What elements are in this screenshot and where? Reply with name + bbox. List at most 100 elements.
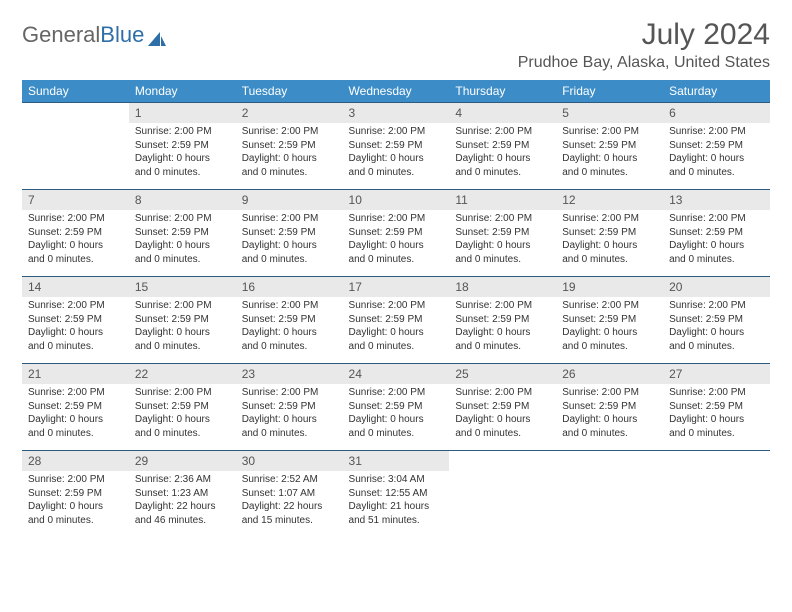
daylight-text-1: Daylight: 0 hours xyxy=(349,239,444,253)
day-cell xyxy=(449,471,556,537)
day-cell: Sunrise: 2:00 PMSunset: 2:59 PMDaylight:… xyxy=(22,297,129,364)
daylight-text-2: and 0 minutes. xyxy=(242,166,337,180)
day-cell: Sunrise: 2:00 PMSunset: 2:59 PMDaylight:… xyxy=(556,123,663,190)
sail-icon xyxy=(146,27,168,43)
sunset-text: Sunset: 2:59 PM xyxy=(242,226,337,240)
daylight-text-2: and 0 minutes. xyxy=(455,427,550,441)
day-cell: Sunrise: 2:00 PMSunset: 2:59 PMDaylight:… xyxy=(236,210,343,277)
daylight-text-1: Daylight: 0 hours xyxy=(562,152,657,166)
daylight-text-1: Daylight: 0 hours xyxy=(242,152,337,166)
daylight-text-2: and 0 minutes. xyxy=(28,514,123,528)
sunrise-text: Sunrise: 2:00 PM xyxy=(349,212,444,226)
sunset-text: Sunset: 1:07 AM xyxy=(242,487,337,501)
sunset-text: Sunset: 2:59 PM xyxy=(349,313,444,327)
daylight-text-2: and 51 minutes. xyxy=(349,514,444,528)
daylight-text-2: and 0 minutes. xyxy=(562,427,657,441)
day-header: Wednesday xyxy=(343,80,450,103)
day-number: 26 xyxy=(556,364,663,385)
sunset-text: Sunset: 2:59 PM xyxy=(562,139,657,153)
title-block: July 2024 Prudhoe Bay, Alaska, United St… xyxy=(518,18,770,72)
day-number: 7 xyxy=(22,190,129,211)
day-number: 2 xyxy=(236,103,343,124)
day-header: Friday xyxy=(556,80,663,103)
day-number: 6 xyxy=(663,103,770,124)
sunset-text: Sunset: 2:59 PM xyxy=(455,139,550,153)
day-cell: Sunrise: 2:00 PMSunset: 2:59 PMDaylight:… xyxy=(343,384,450,451)
sunset-text: Sunset: 2:59 PM xyxy=(349,400,444,414)
day-number: 3 xyxy=(343,103,450,124)
sunset-text: Sunset: 2:59 PM xyxy=(28,400,123,414)
day-number: 13 xyxy=(663,190,770,211)
day-number: 25 xyxy=(449,364,556,385)
day-cell: Sunrise: 2:00 PMSunset: 2:59 PMDaylight:… xyxy=(236,297,343,364)
daylight-text-1: Daylight: 0 hours xyxy=(349,152,444,166)
sunrise-text: Sunrise: 2:00 PM xyxy=(135,212,230,226)
day-cell xyxy=(663,471,770,537)
sunset-text: Sunset: 2:59 PM xyxy=(562,400,657,414)
sunrise-text: Sunrise: 2:00 PM xyxy=(669,125,764,139)
day-number: 9 xyxy=(236,190,343,211)
location-label: Prudhoe Bay, Alaska, United States xyxy=(518,54,770,72)
calendar-table: SundayMondayTuesdayWednesdayThursdayFrid… xyxy=(22,80,770,537)
daylight-text-1: Daylight: 0 hours xyxy=(242,413,337,427)
day-number: 31 xyxy=(343,451,450,472)
day-number: 16 xyxy=(236,277,343,298)
day-cell: Sunrise: 2:00 PMSunset: 2:59 PMDaylight:… xyxy=(449,123,556,190)
daylight-text-2: and 0 minutes. xyxy=(242,427,337,441)
logo: GeneralBlue xyxy=(22,18,168,48)
daylight-text-2: and 0 minutes. xyxy=(135,253,230,267)
daylight-text-1: Daylight: 0 hours xyxy=(562,326,657,340)
sunset-text: Sunset: 2:59 PM xyxy=(135,313,230,327)
day-number: 15 xyxy=(129,277,236,298)
sunrise-text: Sunrise: 2:00 PM xyxy=(28,212,123,226)
day-number: 27 xyxy=(663,364,770,385)
daylight-text-2: and 0 minutes. xyxy=(455,340,550,354)
day-number: 22 xyxy=(129,364,236,385)
day-cell: Sunrise: 2:00 PMSunset: 2:59 PMDaylight:… xyxy=(556,210,663,277)
daylight-text-2: and 0 minutes. xyxy=(242,340,337,354)
daylight-text-1: Daylight: 22 hours xyxy=(242,500,337,514)
sunset-text: Sunset: 2:59 PM xyxy=(135,226,230,240)
day-number: 11 xyxy=(449,190,556,211)
day-header: Saturday xyxy=(663,80,770,103)
day-number: 4 xyxy=(449,103,556,124)
daylight-text-2: and 0 minutes. xyxy=(135,427,230,441)
sunrise-text: Sunrise: 2:00 PM xyxy=(242,299,337,313)
data-row: Sunrise: 2:00 PMSunset: 2:59 PMDaylight:… xyxy=(22,471,770,537)
day-number xyxy=(22,103,129,124)
daylight-text-1: Daylight: 22 hours xyxy=(135,500,230,514)
daynum-row: 21222324252627 xyxy=(22,364,770,385)
sunset-text: Sunset: 2:59 PM xyxy=(455,226,550,240)
day-cell: Sunrise: 2:00 PMSunset: 2:59 PMDaylight:… xyxy=(236,123,343,190)
sunrise-text: Sunrise: 2:00 PM xyxy=(669,212,764,226)
day-header: Monday xyxy=(129,80,236,103)
sunset-text: Sunset: 2:59 PM xyxy=(28,487,123,501)
sunrise-text: Sunrise: 2:52 AM xyxy=(242,473,337,487)
sunrise-text: Sunrise: 2:00 PM xyxy=(562,386,657,400)
sunrise-text: Sunrise: 2:00 PM xyxy=(242,212,337,226)
sunset-text: Sunset: 2:59 PM xyxy=(135,139,230,153)
day-cell: Sunrise: 2:36 AMSunset: 1:23 AMDaylight:… xyxy=(129,471,236,537)
daylight-text-1: Daylight: 0 hours xyxy=(135,326,230,340)
sunrise-text: Sunrise: 3:04 AM xyxy=(349,473,444,487)
daylight-text-1: Daylight: 0 hours xyxy=(28,326,123,340)
daylight-text-2: and 0 minutes. xyxy=(669,427,764,441)
daylight-text-1: Daylight: 0 hours xyxy=(455,239,550,253)
day-cell: Sunrise: 2:00 PMSunset: 2:59 PMDaylight:… xyxy=(556,384,663,451)
daylight-text-2: and 0 minutes. xyxy=(669,340,764,354)
sunset-text: Sunset: 2:59 PM xyxy=(455,400,550,414)
day-cell: Sunrise: 2:00 PMSunset: 2:59 PMDaylight:… xyxy=(556,297,663,364)
data-row: Sunrise: 2:00 PMSunset: 2:59 PMDaylight:… xyxy=(22,297,770,364)
data-row: Sunrise: 2:00 PMSunset: 2:59 PMDaylight:… xyxy=(22,384,770,451)
day-cell: Sunrise: 2:00 PMSunset: 2:59 PMDaylight:… xyxy=(236,384,343,451)
sunset-text: Sunset: 2:59 PM xyxy=(562,226,657,240)
day-cell: Sunrise: 3:04 AMSunset: 12:55 AMDaylight… xyxy=(343,471,450,537)
daynum-row: 28293031 xyxy=(22,451,770,472)
daylight-text-1: Daylight: 0 hours xyxy=(135,413,230,427)
day-cell: Sunrise: 2:52 AMSunset: 1:07 AMDaylight:… xyxy=(236,471,343,537)
sunrise-text: Sunrise: 2:00 PM xyxy=(242,125,337,139)
sunrise-text: Sunrise: 2:00 PM xyxy=(349,125,444,139)
daylight-text-2: and 0 minutes. xyxy=(562,340,657,354)
logo-text-2: Blue xyxy=(100,22,144,48)
sunset-text: Sunset: 2:59 PM xyxy=(669,400,764,414)
